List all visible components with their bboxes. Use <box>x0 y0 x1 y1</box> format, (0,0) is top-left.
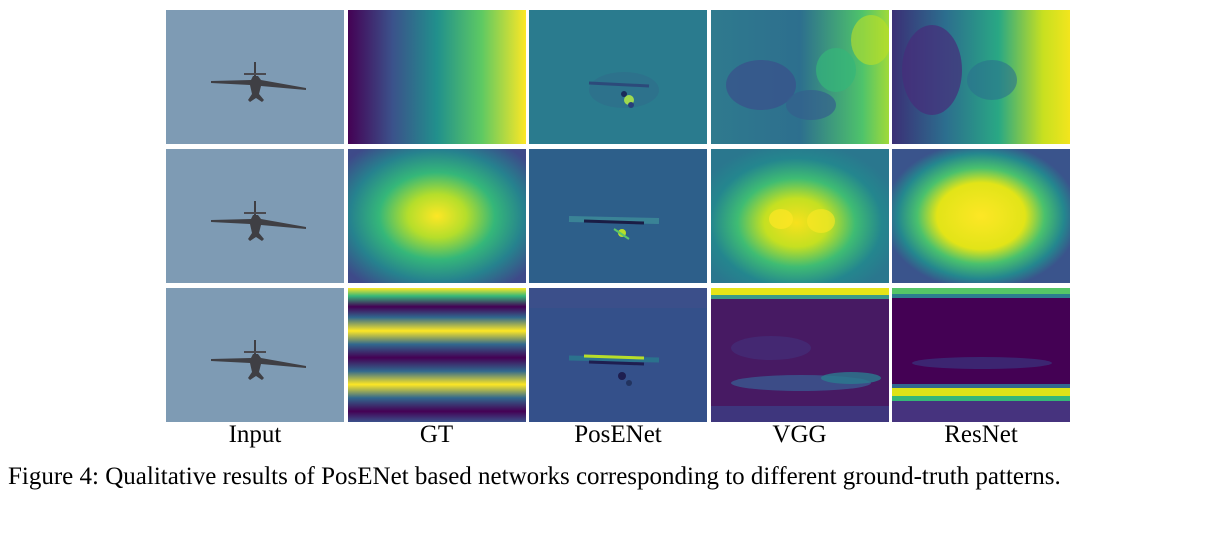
caption-text: Qualitative results of PosENet based net… <box>105 463 1061 490</box>
posenet-row-3 <box>529 288 707 422</box>
resnet-row-3 <box>892 288 1070 422</box>
input-image-row-3 <box>166 288 344 422</box>
airplane-icon <box>211 201 306 241</box>
figure-caption: Figure 4: Qualitative results of PosENet… <box>8 461 1224 492</box>
airplane-icon <box>211 62 306 102</box>
posenet-row-2 <box>529 149 707 283</box>
caption-label: Figure 4: <box>8 463 99 490</box>
vgg-row-1 <box>710 10 889 144</box>
column-label-gt: GT <box>419 421 454 448</box>
column-label-vgg: VGG <box>772 421 827 448</box>
resnet-row-1 <box>892 10 1070 144</box>
vgg-row-2 <box>710 149 889 283</box>
gt-row-1 <box>347 10 526 144</box>
column-label-posenet: PosENet <box>574 421 662 448</box>
gt-row-3 <box>347 288 526 422</box>
gt-row-2 <box>347 149 526 283</box>
resnet-row-2 <box>892 149 1070 283</box>
posenet-row-1 <box>529 10 707 144</box>
vgg-row-3 <box>710 288 889 422</box>
input-image-row-2 <box>166 149 344 283</box>
input-image-row-1 <box>166 10 344 144</box>
column-label-input: Input <box>228 421 282 448</box>
column-label-resnet: ResNet <box>944 421 1018 448</box>
column-labels: Input GT PosENet VGG ResNet <box>166 420 1070 450</box>
figure-grid <box>166 10 1070 422</box>
airplane-icon <box>211 340 306 380</box>
